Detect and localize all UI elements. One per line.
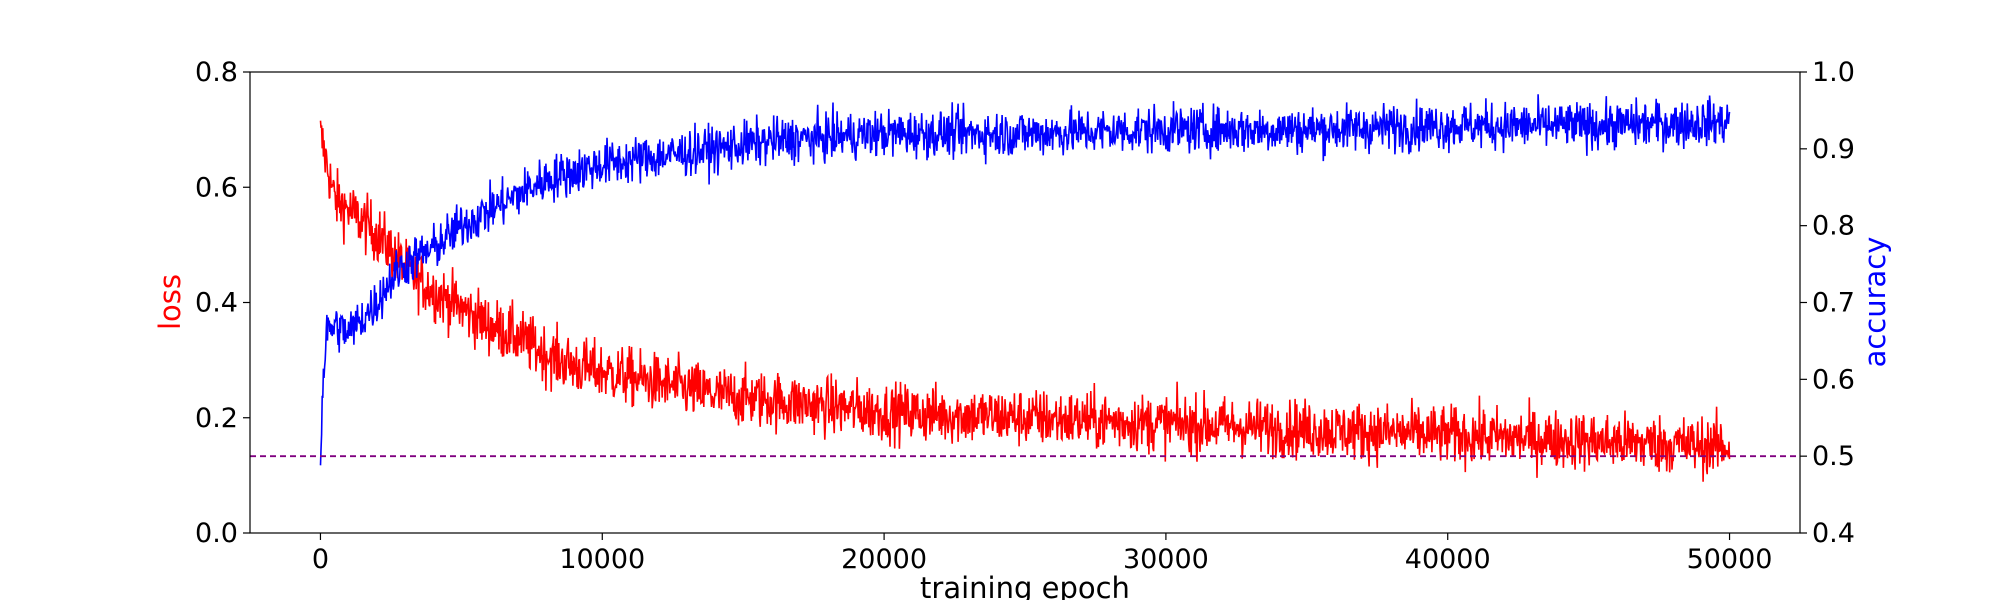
x-tick-label: 0 xyxy=(312,544,329,575)
x-tick-label: 20000 xyxy=(841,544,927,575)
right-y-tick-label: 1.0 xyxy=(1812,57,1855,88)
right-y-axis: 0.4 0.5 0.6 0.7 0.8 0.9 1.0 xyxy=(1800,57,1855,549)
left-y-tick-label: 0.4 xyxy=(195,288,238,319)
left-y-tick-label: 0.0 xyxy=(195,518,238,549)
left-y-tick-label: 0.6 xyxy=(195,172,238,203)
x-axis-label: training epoch xyxy=(920,571,1130,600)
x-tick-label: 30000 xyxy=(1123,544,1209,575)
loss-series-line xyxy=(319,120,1731,482)
x-tick-label: 40000 xyxy=(1405,544,1491,575)
x-axis: 0 10000 20000 30000 40000 50000 xyxy=(312,533,1773,575)
plot-area xyxy=(250,94,1800,482)
right-y-tick-label: 0.7 xyxy=(1812,288,1855,319)
left-y-axis-label: loss xyxy=(153,274,187,330)
right-y-axis-label: accuracy xyxy=(1858,237,1892,368)
left-y-tick-label: 0.8 xyxy=(195,57,238,88)
right-y-tick-label: 0.9 xyxy=(1812,134,1855,165)
left-y-axis: 0.0 0.2 0.4 0.6 0.8 xyxy=(195,57,250,549)
x-tick-label: 50000 xyxy=(1687,544,1773,575)
right-y-tick-label: 0.5 xyxy=(1812,441,1855,472)
left-y-tick-label: 0.2 xyxy=(195,403,238,434)
right-y-tick-label: 0.8 xyxy=(1812,211,1855,242)
x-tick-label: 10000 xyxy=(559,544,645,575)
right-y-tick-label: 0.6 xyxy=(1812,364,1855,395)
right-y-tick-label: 0.4 xyxy=(1812,518,1855,549)
accuracy-series-line xyxy=(319,94,1731,466)
